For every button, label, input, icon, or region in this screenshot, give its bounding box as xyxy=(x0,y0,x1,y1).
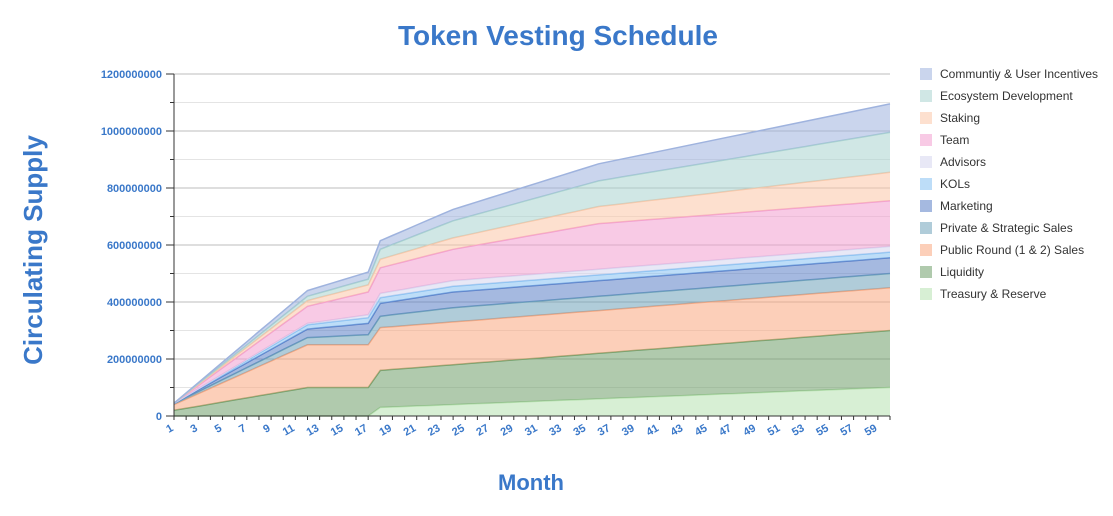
legend-label: Advisors xyxy=(940,155,986,169)
legend-label: Treasury & Reserve xyxy=(940,287,1047,301)
legend: Communtiy & User Incentives Ecosystem Dev… xyxy=(920,67,1098,301)
area-series xyxy=(174,287,890,411)
x-axis-label: Month xyxy=(498,470,564,495)
x-tick-label: 35 xyxy=(572,422,589,439)
x-tick-label: 53 xyxy=(790,422,807,439)
x-tick-label: 17 xyxy=(353,422,370,439)
y-tick-label: 200000000 xyxy=(107,354,162,366)
x-tick-label: 59 xyxy=(863,422,880,439)
x-tick-label: 33 xyxy=(547,422,564,439)
x-tick-label: 1 xyxy=(164,422,175,435)
x-tick-label: 51 xyxy=(766,422,783,439)
x-tick-label: 31 xyxy=(523,422,540,439)
x-tick-label: 39 xyxy=(620,422,637,439)
x-tick-label: 23 xyxy=(426,422,443,439)
y-tick-label: 400000000 xyxy=(107,297,162,309)
legend-label: Public Round (1 & 2) Sales xyxy=(940,243,1084,257)
legend-label: Communtiy & User Incentives xyxy=(940,67,1098,81)
legend-swatch xyxy=(920,288,932,300)
x-tick-label: 47 xyxy=(717,422,734,439)
y-tick-label: 0 xyxy=(156,411,162,423)
y-tick-label: 1200000000 xyxy=(101,69,162,81)
x-tick-label: 3 xyxy=(188,422,199,435)
x-tick-label: 9 xyxy=(261,422,272,435)
legend-label: Marketing xyxy=(940,199,993,213)
area-series xyxy=(174,103,890,404)
legend-label: Private & Strategic Sales xyxy=(940,221,1073,235)
x-tick-label: 11 xyxy=(281,422,297,438)
y-tick-label: 800000000 xyxy=(107,183,162,195)
legend-label: Ecosystem Development xyxy=(940,89,1073,103)
area-series xyxy=(174,330,890,416)
x-tick-label: 45 xyxy=(693,422,710,439)
x-tick-label: 29 xyxy=(499,422,516,439)
legend-label: Staking xyxy=(940,111,980,125)
x-tick-label: 55 xyxy=(814,422,831,439)
legend-swatch xyxy=(920,68,932,80)
series-line xyxy=(173,245,891,404)
y-axis-label: Circulating Supply xyxy=(18,135,48,365)
x-tick-label: 57 xyxy=(838,422,855,439)
series-line xyxy=(173,103,891,404)
x-tick-label: 37 xyxy=(596,422,613,439)
area-series xyxy=(174,273,890,405)
legend-swatch xyxy=(920,178,932,190)
x-tick-label: 41 xyxy=(644,422,661,439)
area-series xyxy=(174,172,890,404)
legend-swatch xyxy=(920,222,932,234)
legend-swatch xyxy=(920,112,932,124)
legend-swatch xyxy=(920,266,932,278)
y-tick-label: 1000000000 xyxy=(101,126,162,138)
area-series xyxy=(174,252,890,404)
y-tick-label: 600000000 xyxy=(107,240,162,252)
x-tick-label: 49 xyxy=(741,422,758,439)
x-tick-label: 13 xyxy=(305,422,322,439)
area-series xyxy=(174,246,890,404)
legend-swatch xyxy=(920,156,932,168)
area-series xyxy=(174,200,890,404)
x-tick-label: 43 xyxy=(669,422,686,439)
stacked-areas xyxy=(173,103,891,417)
area-series xyxy=(174,257,890,404)
legend-label: KOLs xyxy=(940,177,970,191)
x-tick-label: 25 xyxy=(450,422,467,439)
axes: 0 200000000 400000000 600000000 800000000 100… xyxy=(101,69,891,439)
chart-title: Token Vesting Schedule xyxy=(398,20,718,51)
x-tick-label: 27 xyxy=(474,422,491,439)
x-tick-label: 15 xyxy=(329,422,346,439)
x-tick-label: 21 xyxy=(402,422,419,439)
x-tick-label: 19 xyxy=(377,422,394,439)
legend-swatch xyxy=(920,244,932,256)
legend-label: Liquidity xyxy=(940,265,984,279)
x-tick-label: 5 xyxy=(213,422,224,435)
legend-label: Team xyxy=(940,133,969,147)
x-tick-label: 7 xyxy=(237,422,248,435)
legend-swatch xyxy=(920,90,932,102)
area-series xyxy=(174,132,890,404)
legend-swatch xyxy=(920,134,932,146)
legend-swatch xyxy=(920,200,932,212)
